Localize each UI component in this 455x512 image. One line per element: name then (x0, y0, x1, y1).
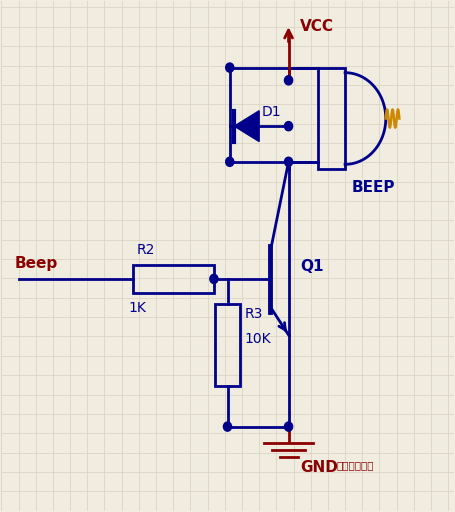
Text: 掘金技术社区: 掘金技术社区 (336, 460, 374, 470)
Bar (132, 265, 214, 293)
Bar (318, 68, 345, 169)
Circle shape (284, 157, 293, 166)
Text: Beep: Beep (15, 257, 58, 271)
Text: R3: R3 (245, 307, 263, 321)
Text: 10K: 10K (245, 332, 271, 347)
Text: GND: GND (300, 460, 338, 475)
Circle shape (284, 121, 293, 131)
Text: R2: R2 (137, 243, 156, 257)
Text: Q1: Q1 (300, 259, 324, 274)
Bar (215, 304, 240, 386)
Circle shape (284, 422, 293, 431)
Polygon shape (234, 111, 259, 141)
Text: 1K: 1K (128, 301, 146, 315)
Circle shape (210, 274, 218, 284)
Circle shape (226, 157, 234, 166)
Text: VCC: VCC (300, 19, 334, 34)
Text: D1: D1 (262, 104, 281, 118)
Circle shape (226, 63, 234, 72)
Circle shape (284, 76, 293, 85)
Circle shape (223, 422, 232, 431)
Text: BEEP: BEEP (352, 180, 395, 195)
